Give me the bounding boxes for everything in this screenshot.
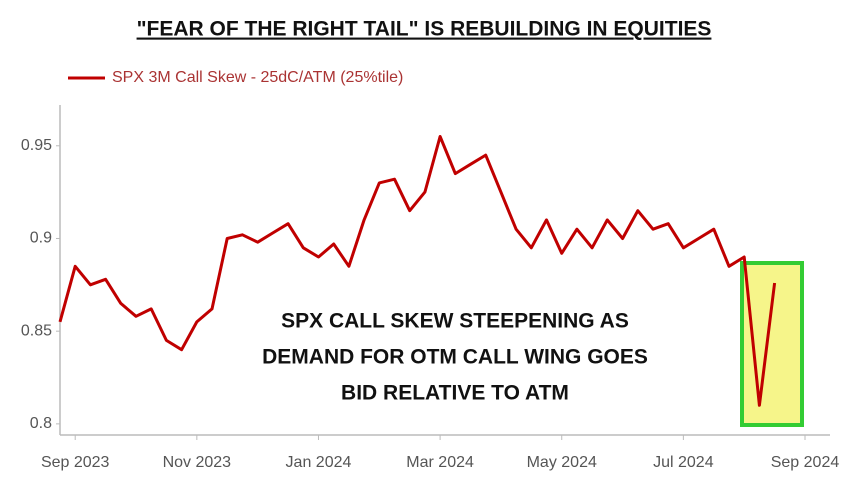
x-tick-label: Sep 2023	[41, 454, 110, 471]
x-tick-label: Sep 2024	[771, 454, 840, 471]
x-tick-label: Jul 2024	[653, 454, 714, 471]
legend-label: SPX 3M Call Skew - 25dC/ATM (25%tile)	[112, 69, 403, 86]
y-tick-label: 0.95	[21, 137, 52, 154]
x-tick-label: Mar 2024	[406, 454, 474, 471]
chart-title: "FEAR OF THE RIGHT TAIL" IS REBUILDING I…	[137, 18, 712, 41]
highlight-box	[740, 261, 804, 427]
x-tick-label: Jan 2024	[286, 454, 352, 471]
y-tick-label: 0.8	[30, 415, 52, 432]
y-tick-label: 0.85	[21, 322, 52, 339]
annotation: DEMAND FOR OTM CALL WING GOES	[262, 346, 648, 369]
x-tick-label: May 2024	[527, 454, 597, 471]
y-tick-label: 0.9	[30, 230, 52, 247]
x-tick-label: Nov 2023	[163, 454, 232, 471]
annotation: SPX CALL SKEW STEEPENING AS	[281, 310, 629, 333]
data-line	[58, 135, 777, 407]
annotation: BID RELATIVE TO ATM	[341, 382, 569, 405]
